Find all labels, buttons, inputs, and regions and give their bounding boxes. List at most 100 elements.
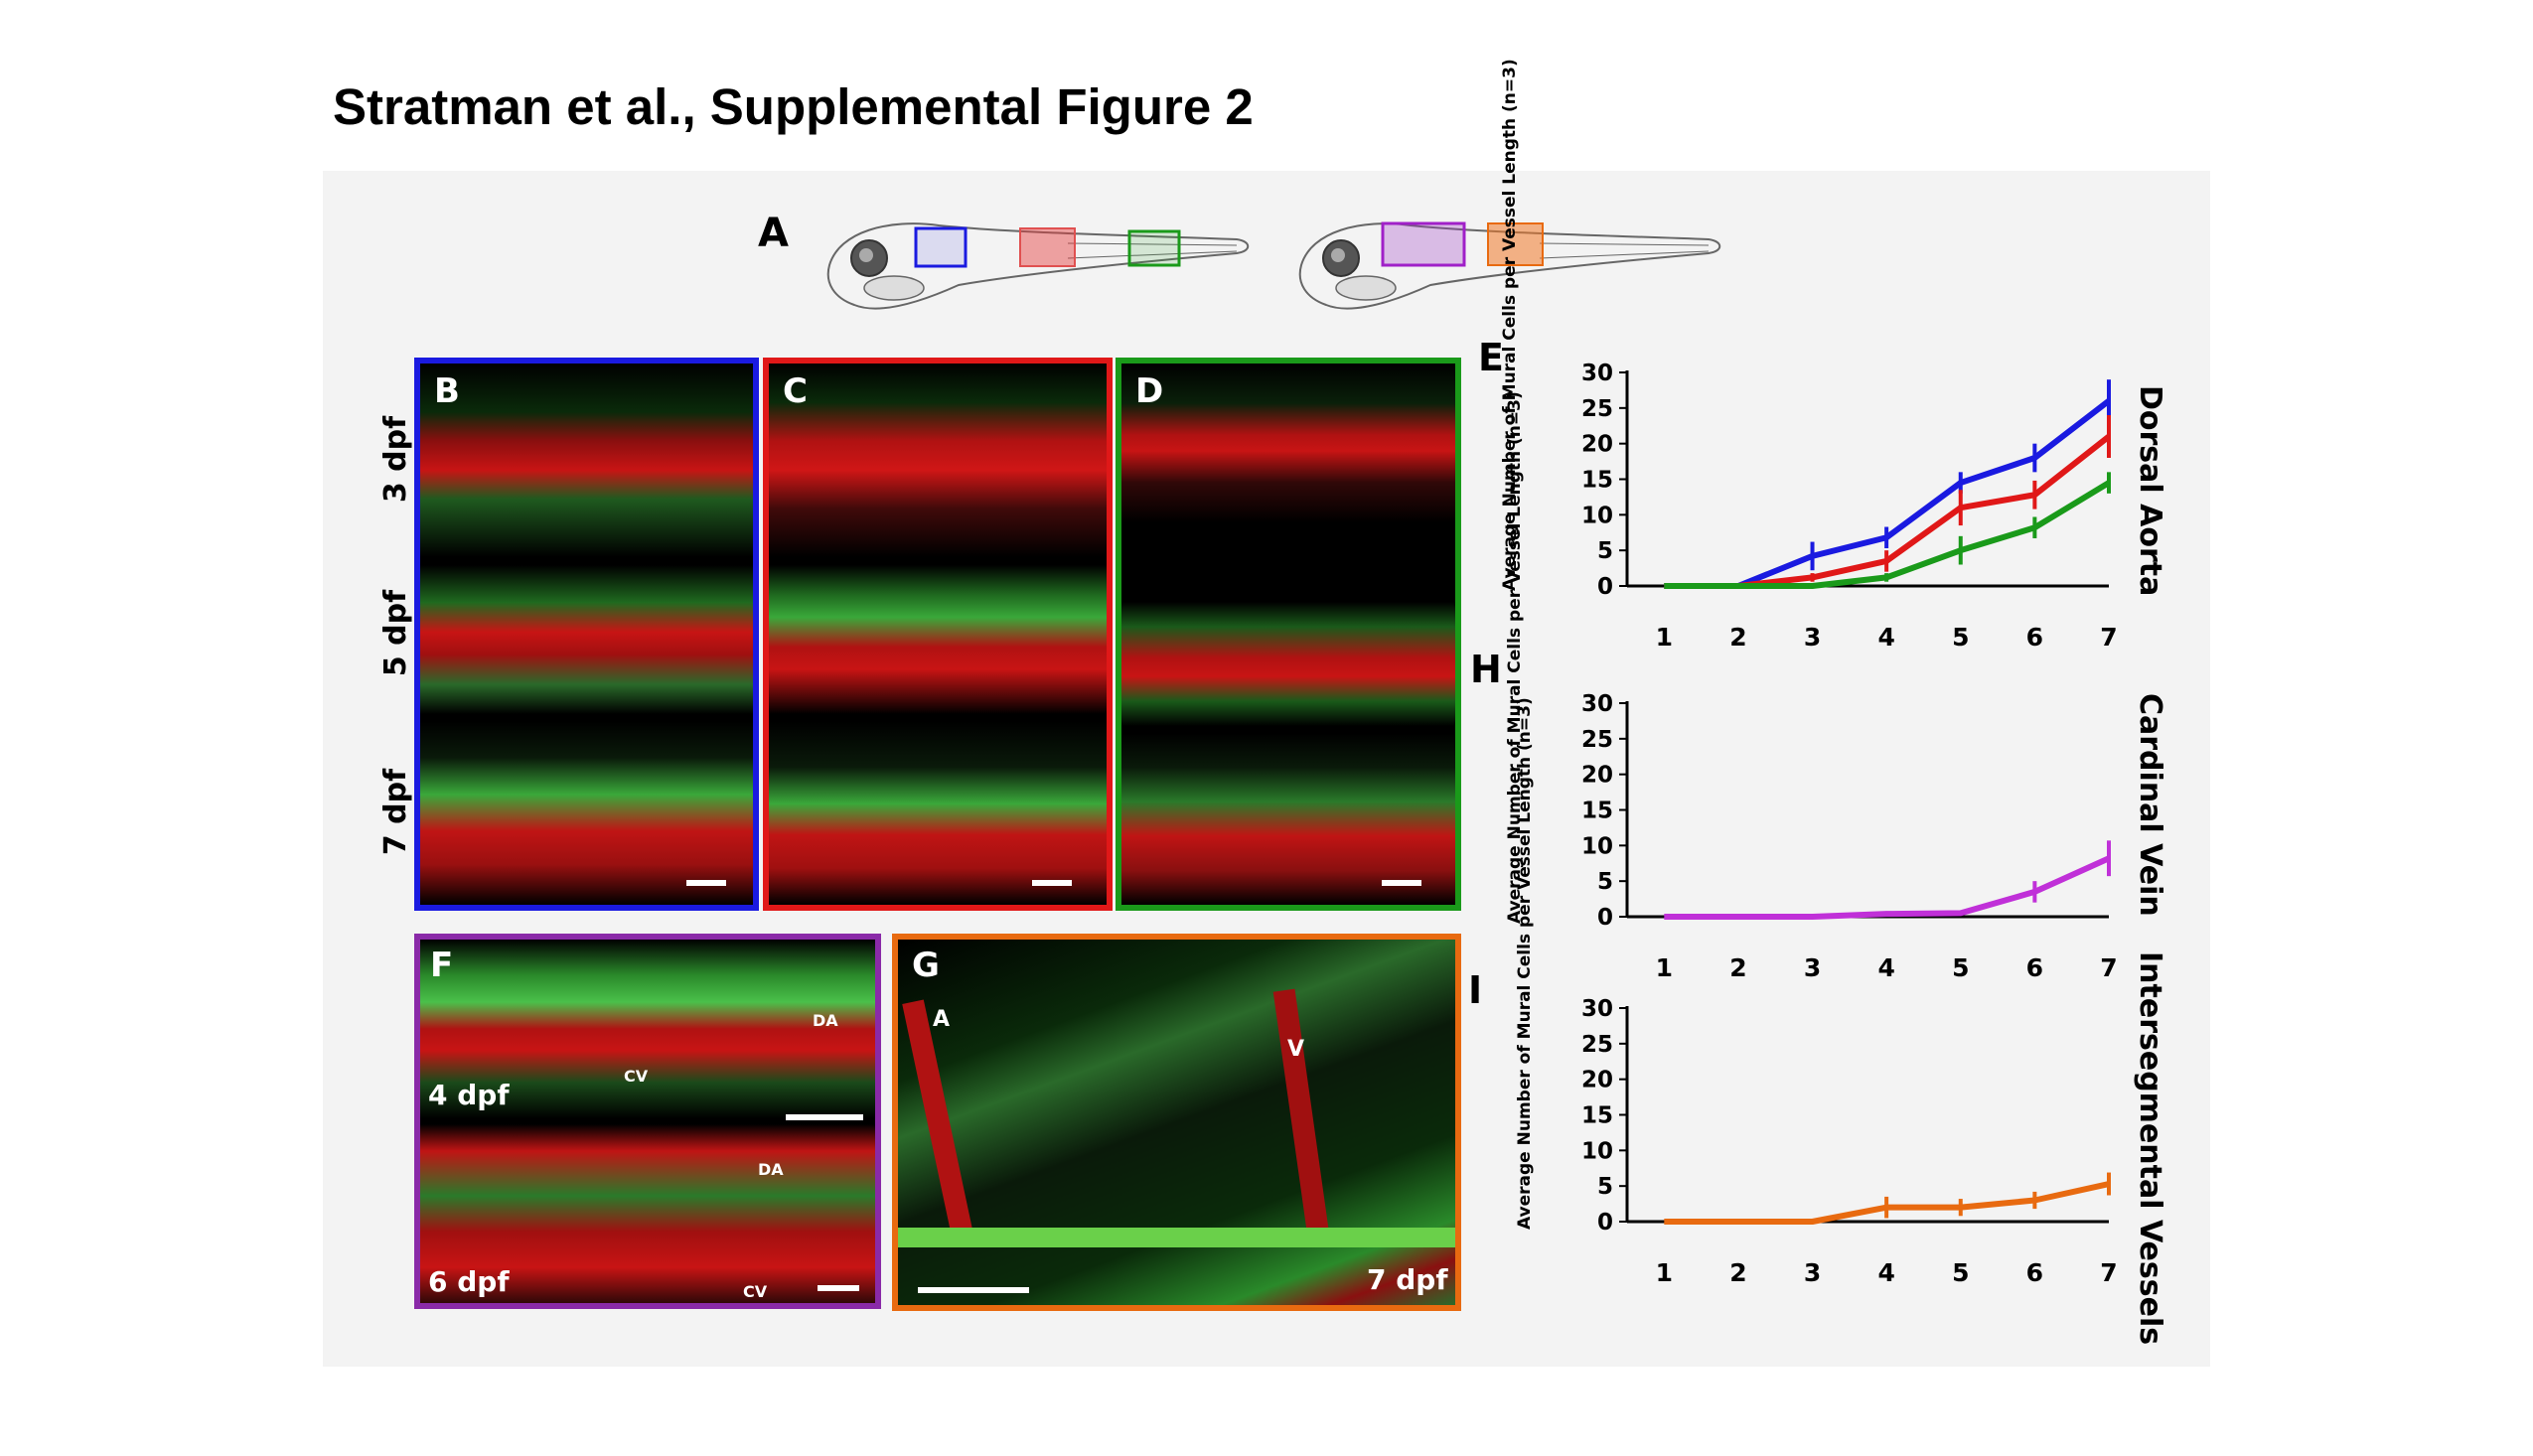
label-cv-top: CV bbox=[624, 1067, 649, 1086]
region-box-purple bbox=[1381, 221, 1466, 267]
stage-label-5dpf: 5 dpf bbox=[378, 589, 414, 677]
micrograph-d-3dpf bbox=[1121, 364, 1455, 522]
region-box-green bbox=[1127, 229, 1181, 267]
chart-i-ytick-label: 25 bbox=[1581, 1032, 1613, 1058]
chart-h-cardinal-vein: 0 5 10 15 20 25 30 1 2 3 4 5 6 7 bbox=[1581, 691, 2118, 982]
chart-i-ytick-label: 0 bbox=[1597, 1210, 1613, 1236]
micrograph-c-5dpf bbox=[769, 565, 1107, 714]
chart-i-ytick-label: 30 bbox=[1581, 996, 1613, 1022]
chart-e-dorsal-aorta: 0 5 10 15 20 25 30 1 2 3 4 5 6 7 bbox=[1581, 361, 2118, 652]
chart-i-xtick-label: 5 bbox=[1952, 1258, 1969, 1287]
label-da-top: DA bbox=[813, 1011, 838, 1030]
region-box-blue bbox=[914, 226, 968, 268]
micrograph-b-3dpf bbox=[420, 364, 753, 557]
chart-i-xtick-label: 1 bbox=[1656, 1258, 1673, 1287]
panel-label-f: F bbox=[430, 946, 454, 985]
chart-i-ytick-label: 10 bbox=[1581, 1138, 1613, 1164]
chart-e-xtick-label: 6 bbox=[2026, 623, 2043, 652]
chart-i-xtick-label: 3 bbox=[1804, 1258, 1821, 1287]
chart-e-ytick-label: 5 bbox=[1597, 538, 1613, 564]
chart-e-ytick-label: 30 bbox=[1581, 361, 1613, 386]
micrograph-b-5dpf bbox=[420, 565, 753, 714]
chart-e-ytick-label: 0 bbox=[1597, 574, 1613, 600]
chart-h-ytick-label: 20 bbox=[1581, 763, 1613, 789]
scale-bar-f-top bbox=[786, 1114, 863, 1120]
panel-g-frame: G A V 7 dpf bbox=[892, 934, 1461, 1311]
chart-i-xtick-label: 4 bbox=[1877, 1258, 1894, 1287]
micrograph-c-7dpf bbox=[769, 721, 1107, 905]
panel-label-d: D bbox=[1135, 371, 1164, 411]
panel-d-frame: D bbox=[1116, 358, 1461, 911]
chart-h-side-title: Cardinal Vein bbox=[2133, 693, 2167, 917]
stage-label-g: 7 dpf bbox=[1367, 1263, 1448, 1296]
panel-b-frame: B bbox=[414, 358, 759, 911]
chart-e-ytick-label: 20 bbox=[1581, 432, 1613, 458]
chart-e-ytick-label: 15 bbox=[1581, 468, 1613, 494]
chart-h-ytick-label: 10 bbox=[1581, 833, 1613, 859]
chart-h-series-0-line bbox=[1664, 855, 2111, 920]
chart-i-xtick-label: 2 bbox=[1729, 1258, 1746, 1287]
chart-h-xtick-label: 1 bbox=[1656, 953, 1673, 982]
chart-i-intersegmental: 0 5 10 15 20 25 30 1 2 3 4 5 6 7 bbox=[1581, 996, 2118, 1287]
panel-c-frame: C bbox=[763, 358, 1113, 911]
panel-label-h: H bbox=[1470, 648, 1502, 691]
scale-bar-f-bottom bbox=[818, 1285, 859, 1291]
chart-h-xtick-label: 5 bbox=[1952, 953, 1969, 982]
scale-bar-b bbox=[686, 880, 726, 886]
panel-label-i: I bbox=[1468, 968, 1483, 1012]
region-box-orange bbox=[1487, 222, 1544, 266]
panel-f-frame: F DA CV 4 dpf DA 6 dpf CV bbox=[414, 934, 881, 1309]
stage-label-3dpf: 3 dpf bbox=[378, 415, 414, 504]
micrograph-f-4dpf bbox=[420, 940, 875, 1118]
micrograph-b-7dpf bbox=[420, 721, 753, 905]
zebrafish-schematic-left bbox=[826, 222, 1250, 310]
label-da-bottom: DA bbox=[758, 1160, 784, 1179]
chart-h-xtick-label: 6 bbox=[2026, 953, 2043, 982]
chart-i-ytick-label: 5 bbox=[1597, 1174, 1613, 1200]
scale-bar-g bbox=[918, 1287, 1029, 1293]
chart-e-ytick-label: 25 bbox=[1581, 396, 1613, 422]
chart-i-ylabel: Average Number of Mural Cells per Vessel… bbox=[1515, 697, 1535, 1230]
chart-h-ytick-label: 5 bbox=[1597, 869, 1613, 895]
stage-label-7dpf: 7 dpf bbox=[378, 768, 414, 856]
chart-h-xtick-label: 3 bbox=[1804, 953, 1821, 982]
scale-bar-c bbox=[1032, 880, 1072, 886]
panel-label-a: A bbox=[758, 211, 789, 256]
chart-i-xtick-label: 7 bbox=[2100, 1258, 2117, 1287]
chart-i-ytick-label: 15 bbox=[1581, 1103, 1613, 1129]
label-vein: V bbox=[1287, 1037, 1305, 1062]
panel-label-e: E bbox=[1478, 336, 1504, 379]
chart-e-side-title: Dorsal Aorta bbox=[2133, 385, 2167, 597]
chart-h-ytick-label: 0 bbox=[1597, 905, 1613, 931]
chart-i-xtick-label: 6 bbox=[2026, 1258, 2043, 1287]
chart-e-xtick-label: 3 bbox=[1804, 623, 1821, 652]
label-cv-bottom: CV bbox=[743, 1282, 768, 1301]
chart-h-xtick-label: 2 bbox=[1729, 953, 1746, 982]
chart-e-xtick-label: 2 bbox=[1729, 623, 1746, 652]
chart-e-ytick-label: 10 bbox=[1581, 503, 1613, 528]
chart-h-xtick-label: 7 bbox=[2100, 953, 2117, 982]
figure-title: Stratman et al., Supplemental Figure 2 bbox=[333, 78, 1254, 135]
panel-label-b: B bbox=[434, 371, 460, 411]
label-artery: A bbox=[933, 1007, 951, 1032]
chart-h-ytick-label: 15 bbox=[1581, 799, 1613, 824]
micrograph-g-7dpf bbox=[898, 940, 1455, 1305]
chart-i-ytick-label: 20 bbox=[1581, 1068, 1613, 1093]
micrograph-d-5dpf bbox=[1121, 602, 1455, 726]
micrograph-c-3dpf bbox=[769, 364, 1107, 557]
micrograph-d-7dpf bbox=[1121, 733, 1455, 905]
chart-e-xtick-label: 5 bbox=[1952, 623, 1969, 652]
chart-e-xtick-label: 4 bbox=[1877, 623, 1894, 652]
chart-h-ytick-label: 30 bbox=[1581, 691, 1613, 717]
region-box-red bbox=[1019, 227, 1076, 267]
chart-h-ytick-label: 25 bbox=[1581, 727, 1613, 753]
zebrafish-schematic-right bbox=[1298, 221, 1721, 310]
chart-e-xtick-label: 7 bbox=[2100, 623, 2117, 652]
micrograph-f-6dpf bbox=[420, 1124, 875, 1303]
chart-e-xtick-label: 1 bbox=[1656, 623, 1673, 652]
stage-label-f-top: 4 dpf bbox=[428, 1079, 510, 1111]
chart-i-side-title: Intersegmental Vessels bbox=[2133, 951, 2167, 1346]
panel-label-g: G bbox=[912, 946, 940, 985]
panel-label-c: C bbox=[783, 371, 808, 411]
scale-bar-d bbox=[1382, 880, 1421, 886]
